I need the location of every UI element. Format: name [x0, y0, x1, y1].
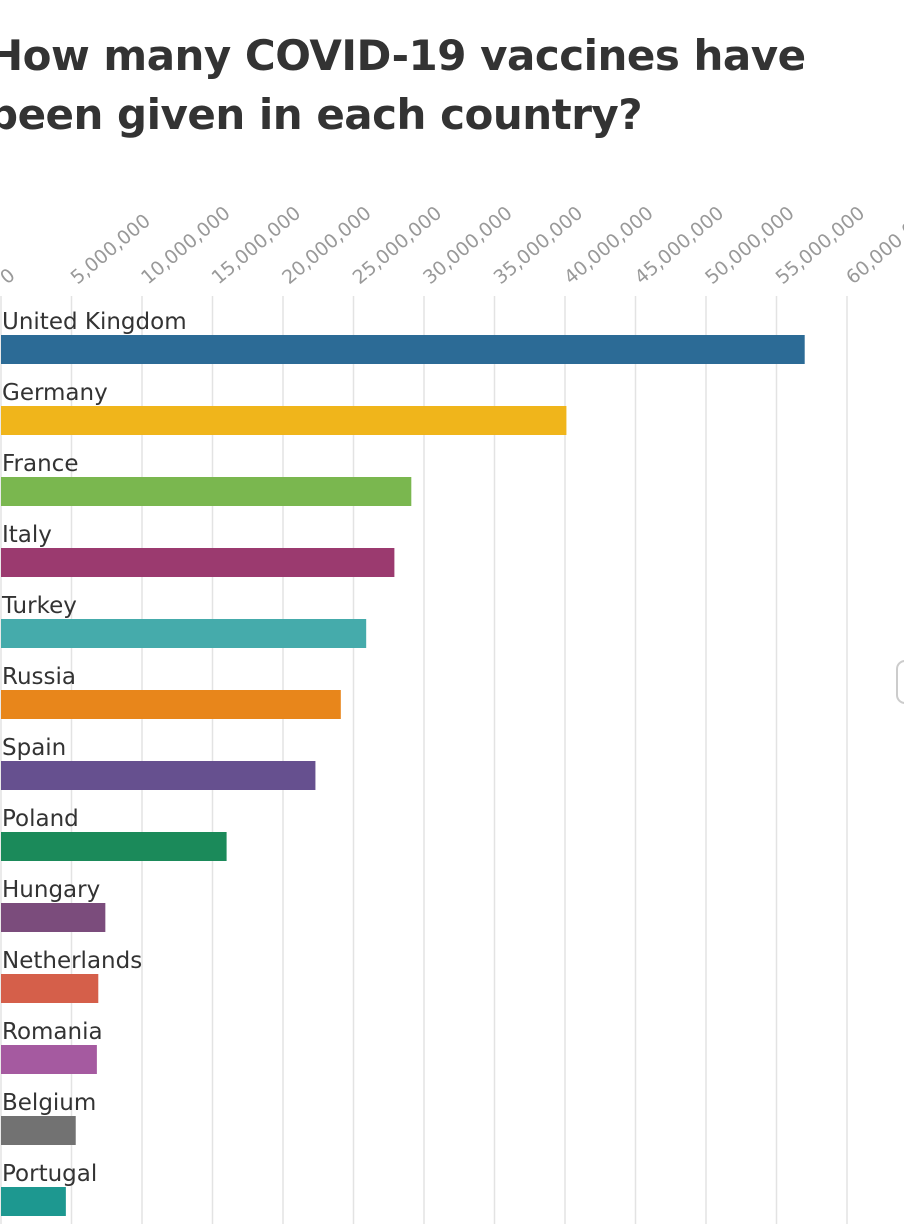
category-label: Portugal [2, 1161, 97, 1187]
bar-spain[interactable] [1, 761, 316, 790]
bar-poland[interactable] [1, 832, 227, 861]
bar-belgium[interactable] [1, 1116, 76, 1145]
category-labels: United Kingdom Germany France Italy Turkey Ru… [1, 309, 187, 1187]
chart-title: How many COVID-19 vaccines have been giv… [0, 31, 806, 139]
bars [1, 335, 805, 1216]
x-tick-label: 0 [0, 264, 19, 289]
category-label: Italy [2, 522, 52, 548]
bar-germany[interactable] [1, 406, 567, 435]
category-label: France [2, 451, 78, 477]
bar-france[interactable] [1, 477, 412, 506]
bar-portugal[interactable] [1, 1187, 66, 1216]
bar-romania[interactable] [1, 1045, 97, 1074]
category-label: Spain [2, 735, 66, 761]
bar-russia[interactable] [1, 690, 341, 719]
category-label: Poland [2, 806, 79, 832]
bar-hungary[interactable] [1, 903, 106, 932]
category-label: Russia [2, 664, 76, 690]
bar-netherlands[interactable] [1, 974, 99, 1003]
category-label: Netherlands [2, 948, 142, 974]
category-label: Hungary [2, 877, 100, 903]
category-label: Germany [2, 380, 108, 406]
scroll-handle[interactable] [896, 660, 904, 704]
bar-turkey[interactable] [1, 619, 367, 648]
x-axis-ticks: 0 5,000,00010,000,00015,000,00020,000,000… [0, 202, 904, 289]
category-label: Romania [2, 1019, 103, 1045]
category-label: United Kingdom [2, 309, 187, 335]
bar-italy[interactable] [1, 548, 395, 577]
category-label: Turkey [1, 593, 77, 619]
gridlines [0, 296, 848, 1224]
bar-united-kingdom[interactable] [1, 335, 805, 364]
category-label: Belgium [2, 1090, 96, 1116]
